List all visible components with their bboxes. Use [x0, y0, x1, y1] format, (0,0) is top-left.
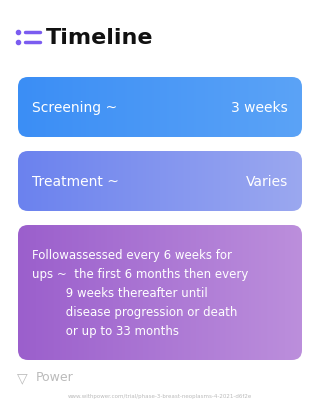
Text: Timeline: Timeline	[46, 28, 154, 48]
Text: Followassessed every 6 weeks for
ups ~  the first 6 months then every
         9: Followassessed every 6 weeks for ups ~ t…	[32, 248, 248, 337]
Text: Varies: Varies	[246, 175, 288, 189]
Text: 3 weeks: 3 weeks	[231, 101, 288, 115]
Text: Screening ~: Screening ~	[32, 101, 117, 115]
Text: Treatment ~: Treatment ~	[32, 175, 119, 189]
Text: ▽: ▽	[17, 370, 27, 384]
Text: Power: Power	[36, 371, 74, 384]
Text: www.withpower.com/trial/phase-3-breast-neoplasms-4-2021-d6f2e: www.withpower.com/trial/phase-3-breast-n…	[68, 394, 252, 399]
